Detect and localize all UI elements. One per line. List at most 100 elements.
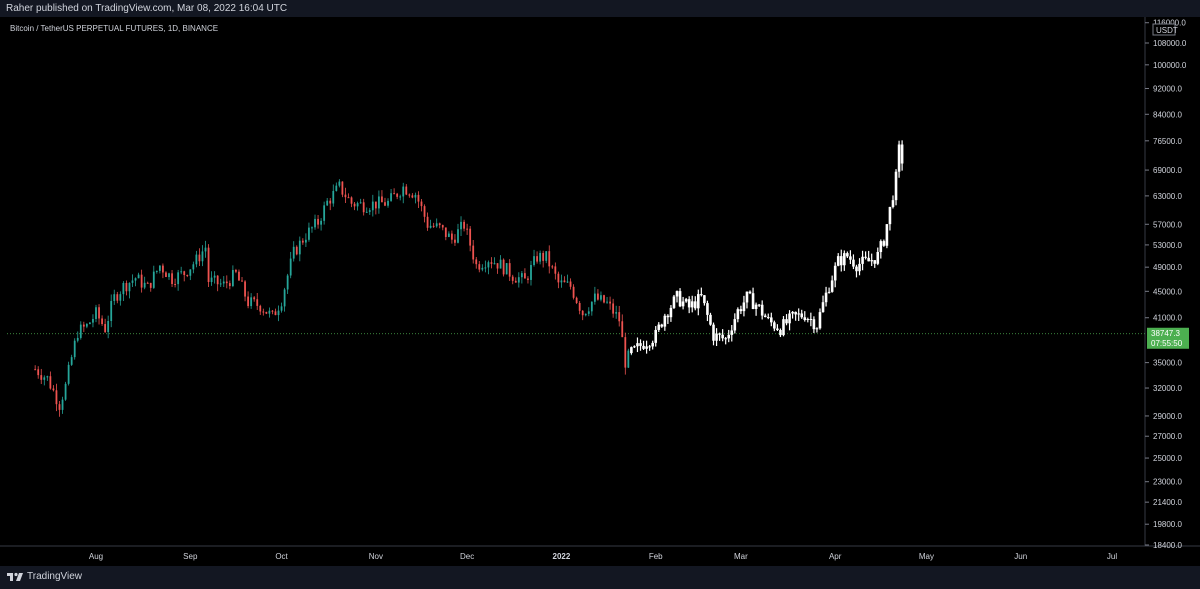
projection-candle bbox=[657, 324, 661, 330]
candle-body bbox=[195, 254, 198, 265]
candle-body bbox=[438, 223, 441, 226]
projection-candle bbox=[687, 299, 691, 308]
candle-body bbox=[143, 282, 146, 288]
candle-body bbox=[149, 282, 152, 288]
projection-candle bbox=[742, 302, 746, 312]
candle-body bbox=[314, 218, 316, 228]
candle-body bbox=[320, 220, 323, 225]
projection-candle bbox=[751, 293, 755, 309]
projection-candle bbox=[885, 224, 889, 246]
projection-candle bbox=[724, 338, 727, 340]
price-tick-label: 100000.0 bbox=[1153, 61, 1187, 70]
price-tick-label: 32000.0 bbox=[1153, 384, 1182, 393]
time-tick-label: Oct bbox=[275, 552, 288, 561]
candle-body bbox=[338, 181, 341, 186]
candle-body bbox=[256, 299, 259, 306]
projection-candle bbox=[666, 315, 670, 318]
projection-candle bbox=[766, 317, 770, 319]
candle-body bbox=[508, 263, 511, 277]
projection-candle bbox=[776, 328, 779, 330]
candle-body bbox=[511, 276, 514, 281]
candle-body bbox=[34, 369, 37, 371]
candle-body bbox=[326, 200, 329, 206]
candle-body bbox=[58, 404, 61, 410]
candle-body bbox=[131, 280, 134, 283]
candle-body bbox=[280, 306, 283, 311]
last-price-countdown: 07:55:50 bbox=[1151, 339, 1183, 348]
candle-body bbox=[210, 277, 213, 283]
projection-candle bbox=[779, 329, 782, 336]
candle-body bbox=[612, 303, 615, 314]
candle-body bbox=[222, 281, 225, 284]
candle-body bbox=[241, 280, 243, 282]
candle-body bbox=[381, 196, 383, 203]
candle-body bbox=[405, 186, 408, 195]
price-chart[interactable]: 18400.0 19800.0 21400.0 23000.0 25000.0 27000… bbox=[0, 17, 1200, 566]
candle-body bbox=[64, 383, 67, 400]
candle-body bbox=[587, 311, 590, 314]
candle-body bbox=[475, 259, 478, 265]
projection-candle bbox=[648, 346, 651, 348]
price-tick-label: 41000.0 bbox=[1153, 314, 1182, 323]
candle-body bbox=[454, 239, 456, 243]
candle-body bbox=[46, 376, 49, 378]
last-price-value: 38747.3 bbox=[1151, 329, 1180, 338]
candle-body bbox=[344, 194, 347, 198]
candle-body bbox=[560, 280, 563, 283]
price-tick-label: 25000.0 bbox=[1153, 454, 1182, 463]
candle-body bbox=[350, 197, 353, 204]
projection-candle bbox=[900, 144, 904, 164]
price-tick-label: 92000.0 bbox=[1153, 84, 1182, 93]
candle-body bbox=[466, 228, 469, 230]
price-tick-label: 35000.0 bbox=[1153, 359, 1182, 368]
footer-bar: TradingView bbox=[0, 566, 1200, 589]
projection-candle bbox=[739, 309, 743, 312]
candle-body bbox=[298, 240, 301, 255]
candle-body bbox=[235, 270, 237, 272]
candle-body bbox=[517, 277, 520, 283]
candle-body bbox=[581, 310, 584, 316]
projection-candle bbox=[639, 343, 642, 346]
candle-body bbox=[73, 340, 76, 358]
projection-candle bbox=[681, 301, 685, 307]
candle-body bbox=[423, 206, 426, 217]
candle-body bbox=[374, 201, 377, 209]
projection-candle bbox=[800, 313, 804, 318]
projection-candle bbox=[876, 252, 880, 264]
projection-candle bbox=[864, 256, 867, 258]
candle-body bbox=[496, 263, 499, 269]
currency-label-box bbox=[1152, 23, 1176, 36]
projection-candle bbox=[706, 303, 709, 315]
tradingview-logo[interactable]: TradingView bbox=[7, 571, 82, 582]
candle-body bbox=[368, 210, 371, 212]
projection-candle bbox=[712, 324, 715, 341]
candle-body bbox=[621, 321, 624, 338]
candle-body bbox=[225, 281, 228, 284]
price-tick-label: 69000.0 bbox=[1153, 166, 1182, 175]
candle-body bbox=[527, 278, 529, 280]
candle-body bbox=[174, 283, 176, 285]
candle-body bbox=[609, 301, 611, 304]
projection-candle bbox=[709, 314, 712, 325]
projection-candle bbox=[770, 317, 773, 323]
chart-area[interactable]: 18400.0 19800.0 21400.0 23000.0 25000.0 27000… bbox=[0, 17, 1200, 566]
candle-body bbox=[554, 266, 557, 274]
candle-body bbox=[575, 297, 578, 303]
candle-body bbox=[524, 273, 526, 279]
candle-body bbox=[563, 280, 566, 283]
candle-body bbox=[308, 227, 310, 240]
candle-body bbox=[387, 200, 389, 206]
projection-candle bbox=[663, 315, 667, 327]
tradingview-logo-icon bbox=[7, 572, 23, 581]
candle-body bbox=[393, 193, 396, 195]
candle-body bbox=[514, 280, 517, 283]
projection-candle bbox=[715, 333, 718, 341]
candle-body bbox=[250, 297, 253, 307]
candle-body bbox=[578, 302, 581, 311]
projection-candle bbox=[678, 291, 682, 307]
candle-body bbox=[98, 307, 100, 319]
projection-candle bbox=[858, 263, 861, 272]
candle-body bbox=[627, 350, 630, 368]
projection-candle bbox=[809, 319, 813, 321]
projection-candle bbox=[718, 333, 721, 335]
